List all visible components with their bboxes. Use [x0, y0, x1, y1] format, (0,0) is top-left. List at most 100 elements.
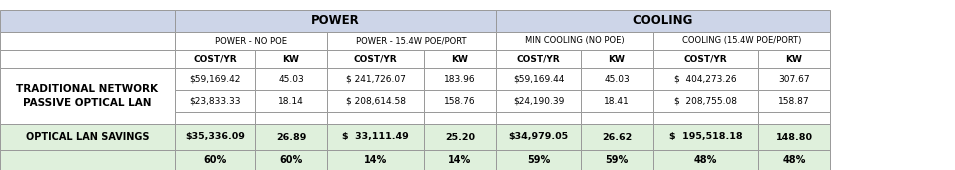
Text: 14%: 14% [364, 155, 387, 165]
Bar [255, 150, 327, 170]
Text: POWER - 15.4W POE/PORT: POWER - 15.4W POE/PORT [356, 37, 467, 46]
Text: $59,169.42: $59,169.42 [189, 74, 241, 83]
Bar [758, 124, 830, 150]
Bar [424, 124, 496, 150]
Text: 59%: 59% [605, 155, 628, 165]
Text: 60%: 60% [280, 155, 303, 165]
Bar [327, 124, 424, 150]
Bar [0, 32, 175, 50]
Bar [653, 32, 830, 50]
Bar [255, 50, 327, 68]
Bar [175, 124, 255, 150]
Text: $ 241,726.07: $ 241,726.07 [346, 74, 406, 83]
Bar [327, 150, 424, 170]
Text: $23,833.33: $23,833.33 [189, 97, 241, 106]
Text: POWER - NO POE: POWER - NO POE [215, 37, 287, 46]
Text: KW: KW [452, 55, 469, 64]
Bar [175, 50, 255, 68]
Bar [496, 112, 581, 124]
Bar [255, 90, 327, 112]
Bar [581, 50, 653, 68]
Bar [581, 112, 653, 124]
Text: 26.62: 26.62 [602, 132, 632, 141]
Bar [496, 32, 653, 50]
Text: 59%: 59% [527, 155, 550, 165]
Text: KW: KW [786, 55, 802, 64]
Text: 48%: 48% [782, 155, 806, 165]
Bar [175, 150, 255, 170]
Bar [424, 90, 496, 112]
Text: KW: KW [608, 55, 626, 64]
Text: TRADITIONAL NETWORK: TRADITIONAL NETWORK [16, 84, 159, 94]
Text: $  195,518.18: $ 195,518.18 [668, 132, 742, 141]
Text: 148.80: 148.80 [775, 132, 813, 141]
Bar [758, 90, 830, 112]
Text: PASSIVE OPTICAL LAN: PASSIVE OPTICAL LAN [23, 98, 152, 108]
Bar [653, 150, 758, 170]
Text: MIN COOLING (NO POE): MIN COOLING (NO POE) [524, 37, 625, 46]
Bar [758, 112, 830, 124]
Bar [327, 50, 424, 68]
Bar [496, 68, 581, 90]
Bar [0, 68, 175, 124]
Bar [255, 68, 327, 90]
Bar [496, 150, 581, 170]
Bar [327, 68, 424, 90]
Bar [581, 124, 653, 150]
Text: 26.89: 26.89 [276, 132, 307, 141]
Bar [175, 90, 255, 112]
Text: 45.03: 45.03 [605, 74, 630, 83]
Bar [255, 112, 327, 124]
Bar [496, 90, 581, 112]
Bar [175, 68, 255, 90]
Text: OPTICAL LAN SAVINGS: OPTICAL LAN SAVINGS [26, 132, 149, 142]
Bar [327, 112, 424, 124]
Text: $24,190.39: $24,190.39 [513, 97, 564, 106]
Bar [175, 112, 255, 124]
Bar [424, 50, 496, 68]
Bar [653, 124, 758, 150]
Bar [424, 68, 496, 90]
Bar [175, 10, 496, 32]
Text: $  33,111.49: $ 33,111.49 [342, 132, 409, 141]
Bar [327, 90, 424, 112]
Bar [496, 124, 581, 150]
Bar [424, 112, 496, 124]
Bar [496, 10, 830, 32]
Bar [424, 150, 496, 170]
Text: COST/YR: COST/YR [353, 55, 397, 64]
Bar [0, 50, 175, 68]
Bar [653, 90, 758, 112]
Bar [0, 10, 175, 32]
Text: $59,169.44: $59,169.44 [513, 74, 564, 83]
Bar [581, 150, 653, 170]
Bar [581, 90, 653, 112]
Text: KW: KW [283, 55, 300, 64]
Text: COOLING: COOLING [633, 14, 693, 28]
Text: COOLING (15.4W POE/PORT): COOLING (15.4W POE/PORT) [682, 37, 801, 46]
Text: $34,979.05: $34,979.05 [508, 132, 568, 141]
Text: 48%: 48% [694, 155, 717, 165]
Bar [327, 32, 496, 50]
Bar [653, 68, 758, 90]
Text: 183.96: 183.96 [444, 74, 476, 83]
Text: 158.87: 158.87 [778, 97, 810, 106]
Text: 18.41: 18.41 [605, 97, 630, 106]
Text: COST/YR: COST/YR [517, 55, 561, 64]
Text: 158.76: 158.76 [444, 97, 476, 106]
Bar [653, 112, 758, 124]
Bar [758, 50, 830, 68]
Bar [581, 68, 653, 90]
Text: 18.14: 18.14 [278, 97, 304, 106]
Bar [758, 68, 830, 90]
Text: $ 208,614.58: $ 208,614.58 [346, 97, 406, 106]
Bar [0, 124, 175, 150]
Text: $  404,273.26: $ 404,273.26 [674, 74, 737, 83]
Text: COST/YR: COST/YR [193, 55, 237, 64]
Bar [496, 50, 581, 68]
Text: COST/YR: COST/YR [684, 55, 728, 64]
Bar [758, 150, 830, 170]
Text: 45.03: 45.03 [278, 74, 304, 83]
Text: 60%: 60% [203, 155, 226, 165]
Text: 25.20: 25.20 [445, 132, 475, 141]
